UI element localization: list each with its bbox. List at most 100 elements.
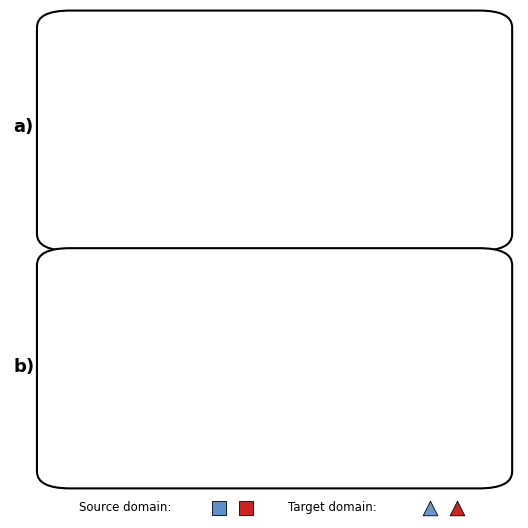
Point [90, 156, 98, 165]
Text: Source domain:: Source domain: [79, 501, 172, 514]
Point [133, 128, 142, 136]
Point [90, 400, 98, 408]
Point [460, 354, 469, 363]
Point [133, 108, 142, 116]
Point [368, 128, 376, 136]
FancyBboxPatch shape [37, 11, 512, 251]
Point [452, 503, 461, 512]
Point [363, 348, 371, 357]
Point [355, 99, 363, 108]
Point [79, 411, 87, 419]
Point [421, 108, 429, 116]
Point [342, 306, 350, 314]
Point [139, 343, 148, 351]
Point [241, 503, 250, 512]
Point [347, 142, 355, 150]
Point [460, 142, 469, 150]
Point [137, 326, 146, 334]
Point [111, 439, 120, 448]
Point [116, 334, 124, 343]
Point [100, 99, 109, 108]
Point [187, 184, 196, 193]
Point [442, 91, 450, 99]
Point [199, 397, 207, 406]
Point [342, 91, 350, 99]
Point [107, 334, 116, 343]
Point [363, 156, 371, 165]
Point [426, 156, 435, 165]
Point [434, 377, 442, 385]
Point [416, 85, 424, 93]
Point [363, 114, 371, 122]
Point [107, 176, 116, 184]
Point [342, 171, 350, 179]
Point [320, 114, 329, 122]
Point [328, 128, 337, 136]
Text: Adaptation: Adaptation [216, 313, 280, 326]
Point [144, 77, 153, 85]
Point [137, 371, 146, 380]
Point [187, 422, 196, 431]
Point [328, 108, 337, 116]
Point [336, 156, 345, 165]
Point [111, 199, 120, 207]
Point [166, 57, 174, 65]
Text: Adaptation: Adaptation [216, 78, 280, 91]
Point [177, 391, 185, 400]
Point [328, 148, 337, 156]
Point [368, 156, 376, 165]
Point [177, 156, 185, 165]
FancyBboxPatch shape [37, 248, 512, 488]
Point [187, 51, 196, 60]
Point [129, 297, 137, 306]
Point [122, 348, 130, 357]
Point [68, 184, 76, 193]
Point [94, 190, 102, 199]
Text: Target domain:: Target domain: [288, 501, 376, 514]
Point [468, 383, 477, 391]
Point [129, 128, 137, 136]
Point [111, 80, 120, 88]
Point [474, 114, 482, 122]
Point [342, 383, 350, 391]
Point [381, 320, 390, 328]
Point [315, 348, 324, 357]
Point [94, 433, 102, 442]
Point [368, 363, 376, 371]
Point [79, 442, 87, 451]
Point [199, 156, 207, 165]
Point [336, 80, 345, 88]
Point [468, 80, 477, 88]
Point [79, 171, 87, 179]
Point [111, 406, 120, 414]
Point [421, 354, 429, 363]
Point [116, 165, 124, 173]
Point [336, 165, 345, 173]
Point [85, 204, 93, 213]
Point [328, 343, 337, 351]
Point [116, 363, 124, 371]
Text: a): a) [13, 118, 33, 136]
Point [434, 136, 442, 145]
Point [111, 99, 120, 108]
Text: b): b) [13, 358, 34, 376]
Point [122, 148, 130, 156]
Point [68, 428, 76, 437]
Point [144, 312, 153, 320]
Point [426, 503, 435, 512]
Point [355, 148, 363, 156]
Point [122, 391, 130, 400]
Point [100, 377, 109, 385]
Point [347, 320, 355, 328]
Point [122, 62, 130, 71]
Point [215, 503, 223, 512]
Point [315, 136, 324, 145]
Point [320, 363, 329, 371]
Point [203, 193, 211, 202]
Point [426, 400, 435, 408]
Point [460, 406, 469, 414]
Point [315, 128, 324, 136]
Point [342, 377, 350, 385]
Point [363, 326, 371, 334]
Point [133, 91, 142, 99]
